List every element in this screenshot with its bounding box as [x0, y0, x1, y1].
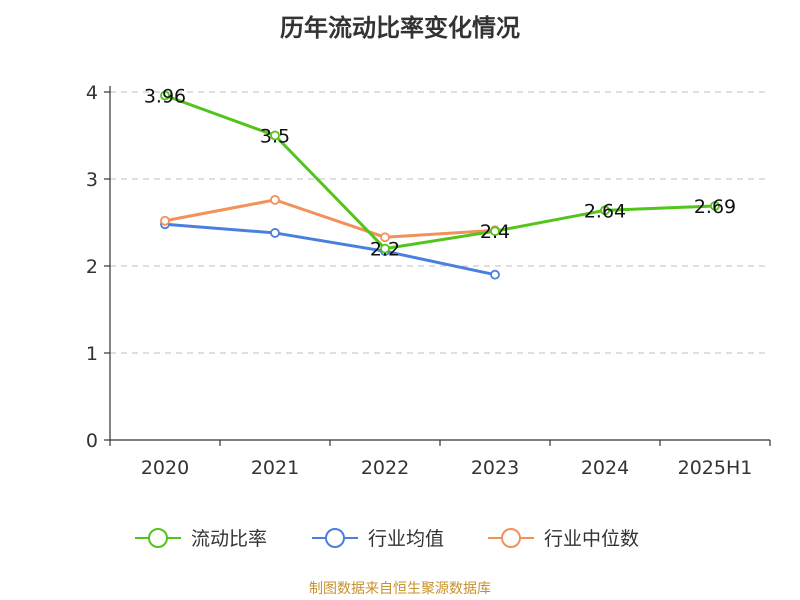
data-point — [490, 269, 500, 280]
data-point — [270, 130, 280, 141]
data-point — [160, 90, 170, 101]
legend-marker-icon — [325, 528, 345, 548]
legend-label: 行业均值 — [368, 528, 444, 550]
legend-marker-icon — [148, 528, 168, 548]
legend-label: 流动比率 — [191, 528, 267, 550]
data-label: 2.64 — [584, 200, 626, 222]
data-label: 3.96 — [144, 85, 186, 107]
data-point — [270, 194, 280, 205]
series-line-2 — [164, 222, 496, 277]
x-tick-label: 2025H1 — [678, 457, 753, 479]
y-tick-label: 1 — [86, 343, 98, 365]
y-tick-label: 4 — [86, 82, 98, 104]
data-source-note: 制图数据来自恒生聚源数据库 — [309, 581, 491, 597]
series-line-1 — [164, 94, 716, 251]
y-tick-label: 2 — [86, 256, 98, 278]
data-label: 2.2 — [370, 239, 400, 261]
data-label: 2.69 — [694, 196, 736, 218]
x-tick-label: 2023 — [471, 457, 519, 479]
data-point — [490, 226, 500, 237]
data-point — [380, 232, 390, 243]
data-point — [270, 228, 280, 238]
data-point — [600, 205, 610, 216]
x-tick-label: 2022 — [361, 457, 409, 479]
legend-marker-icon — [501, 528, 521, 548]
y-tick-label: 0 — [86, 430, 98, 452]
x-tick-label: 2021 — [251, 457, 299, 479]
data-point — [380, 243, 390, 254]
data-label: 2.4 — [480, 221, 510, 243]
x-tick-label: 2024 — [581, 457, 629, 479]
series-line-3 — [164, 198, 496, 239]
legend-label: 行业中位数 — [544, 528, 639, 550]
data-point — [160, 215, 170, 226]
y-tick-label: 3 — [86, 169, 98, 191]
x-tick-label: 2020 — [141, 457, 189, 479]
chart-title: 历年流动比率变化情况 — [280, 14, 520, 42]
data-point — [710, 201, 720, 211]
data-label: 3.5 — [260, 126, 290, 148]
